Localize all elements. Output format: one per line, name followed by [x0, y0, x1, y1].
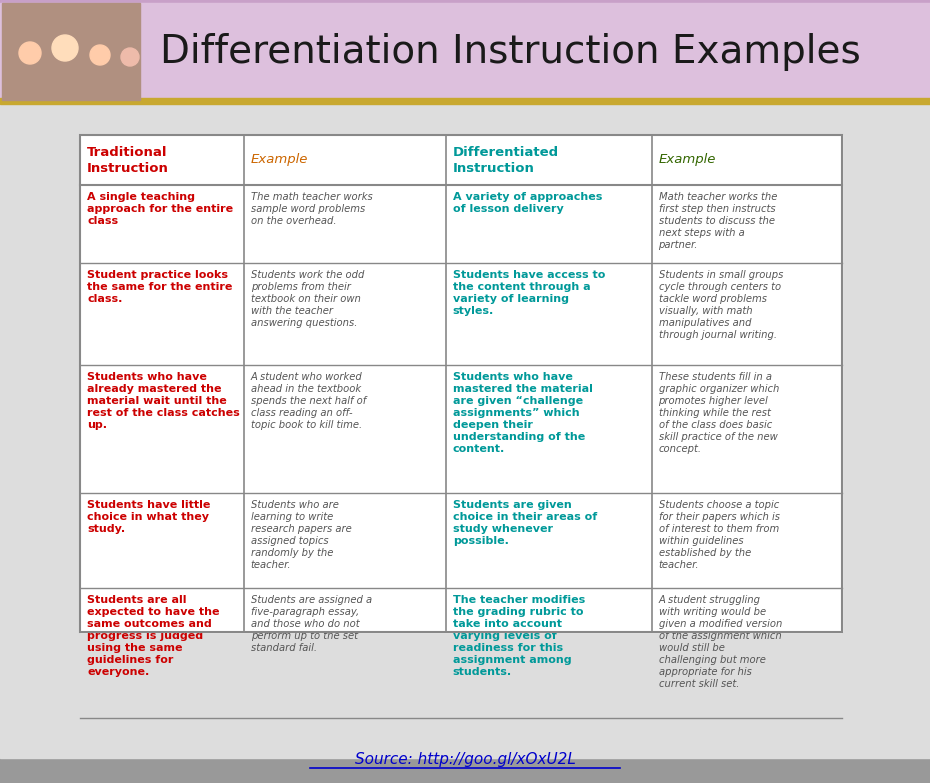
- Bar: [80, 135, 842, 632]
- Text: Math teacher works the
first step then instructs
students to discuss the
next st: Math teacher works the first step then i…: [658, 192, 777, 250]
- Text: Students are given
choice in their areas of
study whenever
possible.: Students are given choice in their areas…: [453, 500, 597, 546]
- Text: Traditional
Instruction: Traditional Instruction: [87, 146, 169, 175]
- Bar: [2, 3, 140, 100]
- Text: The math teacher works
sample word problems
on the overhead.: The math teacher works sample word probl…: [251, 192, 373, 226]
- Text: A variety of approaches
of lesson delivery: A variety of approaches of lesson delive…: [453, 192, 602, 214]
- Text: A single teaching
approach for the entire
class: A single teaching approach for the entir…: [87, 192, 233, 226]
- Text: Students work the odd
problems from their
textbook on their own
with the teacher: Students work the odd problems from thei…: [251, 270, 365, 328]
- Text: Students who have
already mastered the
material wait until the
rest of the class: Students who have already mastered the m…: [87, 372, 240, 430]
- Text: Differentiated
Instruction: Differentiated Instruction: [453, 146, 559, 175]
- Text: Source: http://goo.gl/xOxU2L: Source: http://goo.gl/xOxU2L: [354, 752, 576, 767]
- Text: Students are assigned a
five-paragraph essay,
and those who do not
perform up to: Students are assigned a five-paragraph e…: [251, 595, 372, 653]
- Circle shape: [19, 42, 41, 64]
- Bar: [80, 135, 842, 632]
- Text: A student struggling
with writing would be
given a modified version
of the assig: A student struggling with writing would …: [658, 595, 782, 689]
- Bar: [0, 98, 930, 104]
- Text: The teacher modifies
the grading rubric to
take into account
varying levels of
r: The teacher modifies the grading rubric …: [453, 595, 585, 677]
- Text: Example: Example: [251, 153, 308, 167]
- Text: Example: Example: [658, 153, 716, 167]
- Text: Students who are
learning to write
research papers are
assigned topics
randomly : Students who are learning to write resea…: [251, 500, 352, 570]
- Text: Students have access to
the content through a
variety of learning
styles.: Students have access to the content thro…: [453, 270, 605, 316]
- Circle shape: [121, 48, 139, 66]
- Text: A student who worked
ahead in the textbook
spends the next half of
class reading: A student who worked ahead in the textbo…: [251, 372, 366, 430]
- Bar: [0, 0, 930, 100]
- Text: Students in small groups
cycle through centers to
tackle word problems
visually,: Students in small groups cycle through c…: [658, 270, 783, 340]
- Text: Differentiation Instruction Examples: Differentiation Instruction Examples: [160, 33, 861, 71]
- Text: Students choose a topic
for their papers which is
of interest to them from
withi: Students choose a topic for their papers…: [658, 500, 779, 570]
- Bar: [0, 104, 930, 758]
- Text: Students are all
expected to have the
same outcomes and
progress is judged
using: Students are all expected to have the sa…: [87, 595, 219, 677]
- Circle shape: [52, 35, 78, 61]
- Text: Student practice looks
the same for the entire
class.: Student practice looks the same for the …: [87, 270, 232, 304]
- Bar: [0, 3, 930, 97]
- Text: Students who have
mastered the material
are given “challenge
assignments” which
: Students who have mastered the material …: [453, 372, 592, 454]
- Text: These students fill in a
graphic organizer which
promotes higher level
thinking : These students fill in a graphic organiz…: [658, 372, 778, 454]
- Text: Students have little
choice in what they
study.: Students have little choice in what they…: [87, 500, 210, 534]
- Circle shape: [90, 45, 110, 65]
